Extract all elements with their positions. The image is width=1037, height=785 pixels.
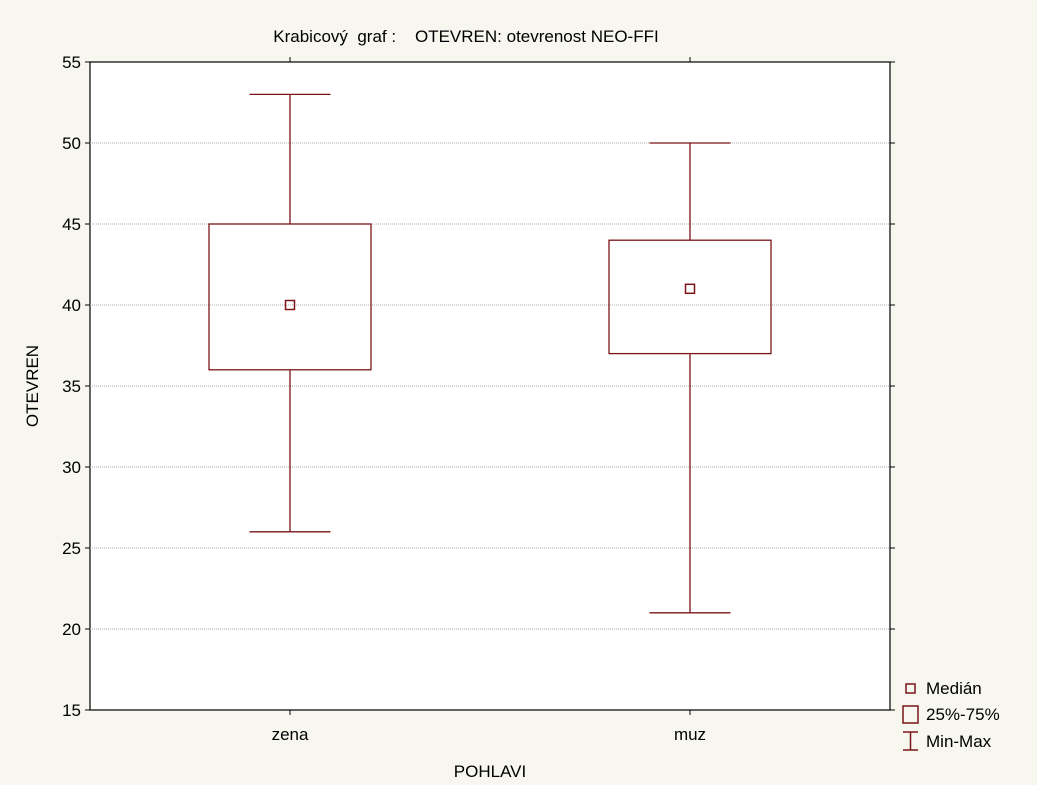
x-tick-label: zena (272, 725, 309, 744)
x-axis-ticks: zena muz (272, 57, 706, 744)
y-tick-label: 50 (62, 134, 81, 153)
y-tick-label: 20 (62, 620, 81, 639)
median-marker (684, 283, 696, 295)
y-tick-label: 30 (62, 458, 81, 477)
y-tick-label: 55 (62, 53, 81, 72)
legend-median-label: Medián (926, 679, 982, 698)
iqr-box (608, 239, 772, 355)
legend-minmax-label: Min-Max (926, 732, 992, 751)
y-tick-label: 15 (62, 701, 81, 720)
grid-lines (90, 142, 890, 630)
box-group-muz (608, 142, 772, 614)
y-axis-ticks: 15 20 25 30 35 40 45 50 55 (62, 53, 895, 720)
legend-box-icon (902, 705, 919, 724)
legend-box-label: 25%-75% (926, 705, 1000, 724)
boxes (208, 93, 772, 614)
iqr-box (208, 223, 372, 371)
legend-whisker-icon (903, 731, 918, 751)
y-tick-label: 35 (62, 377, 81, 396)
y-tick-label: 25 (62, 539, 81, 558)
y-tick-label: 45 (62, 215, 81, 234)
median-marker (284, 299, 296, 311)
y-tick-label: 40 (62, 296, 81, 315)
legend: Medián 25%-75% Min-Max (902, 679, 1000, 751)
chart-title: Krabicový graf : OTEVREN: otevrenost NEO… (273, 27, 658, 46)
x-tick-label: muz (674, 725, 706, 744)
x-axis-label: POHLAVI (454, 762, 526, 781)
y-axis-label: OTEVREN (23, 345, 42, 427)
box-group-zena (208, 93, 372, 533)
legend-median-icon (905, 683, 916, 694)
